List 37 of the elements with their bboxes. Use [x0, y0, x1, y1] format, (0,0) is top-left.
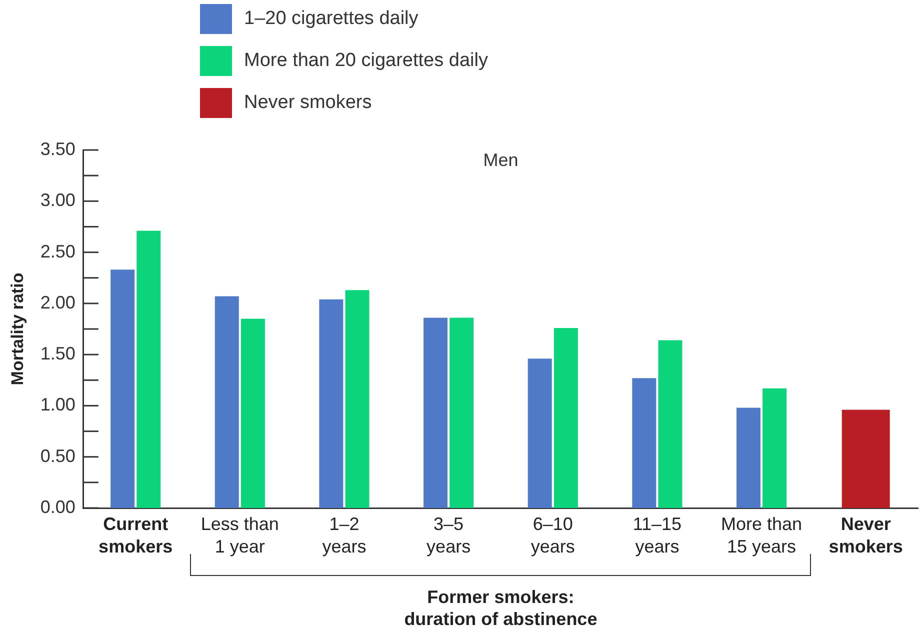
- y-tick-label: 3.00: [40, 190, 76, 210]
- x-tick-label: 6–10 years: [530, 514, 575, 557]
- bar: [554, 328, 578, 508]
- bar: [136, 230, 161, 508]
- x-tick-label: 1–2 years: [322, 514, 366, 557]
- y-tick-label: 0.00: [40, 496, 76, 517]
- bar: [842, 410, 890, 508]
- bar: [319, 299, 344, 508]
- bar: [736, 408, 760, 508]
- y-tick-label: 1.00: [40, 394, 76, 415]
- bar: [450, 318, 474, 508]
- bar: [424, 318, 448, 508]
- chart-title: Men: [483, 150, 518, 170]
- y-tick-label: 0.50: [40, 446, 76, 466]
- y-tick-label: 1.50: [40, 344, 76, 364]
- x-tick-label: 11–15 years: [632, 514, 682, 557]
- bar: [528, 358, 552, 508]
- x-tick-label: Never smokers: [828, 514, 903, 557]
- x-tick-label: 3–5 years: [426, 514, 471, 557]
- x-tick-label: More than 15 years: [720, 514, 802, 557]
- x-tick-label: Current smokers: [98, 514, 173, 557]
- legend-label: 1–20 cigarettes daily: [244, 8, 418, 30]
- y-tick-label: 3.50: [40, 138, 76, 159]
- bar: [762, 388, 787, 508]
- y-axis-title: Mortality ratio: [8, 272, 27, 386]
- bar: [632, 378, 656, 508]
- text: Former smokers: duration of abstinence: [403, 586, 598, 630]
- bar: [240, 318, 265, 508]
- legend-label: Never smokers: [244, 92, 372, 114]
- y-tick-label: 2.00: [40, 292, 76, 312]
- x-tick-label: Less than 1 year: [200, 514, 279, 557]
- bar: [110, 270, 135, 508]
- bar: [345, 290, 370, 508]
- legend-label: More than 20 cigarettes daily: [244, 50, 488, 72]
- y-tick-label: 2.50: [40, 241, 76, 262]
- bar: [658, 340, 682, 508]
- bar: [214, 296, 239, 508]
